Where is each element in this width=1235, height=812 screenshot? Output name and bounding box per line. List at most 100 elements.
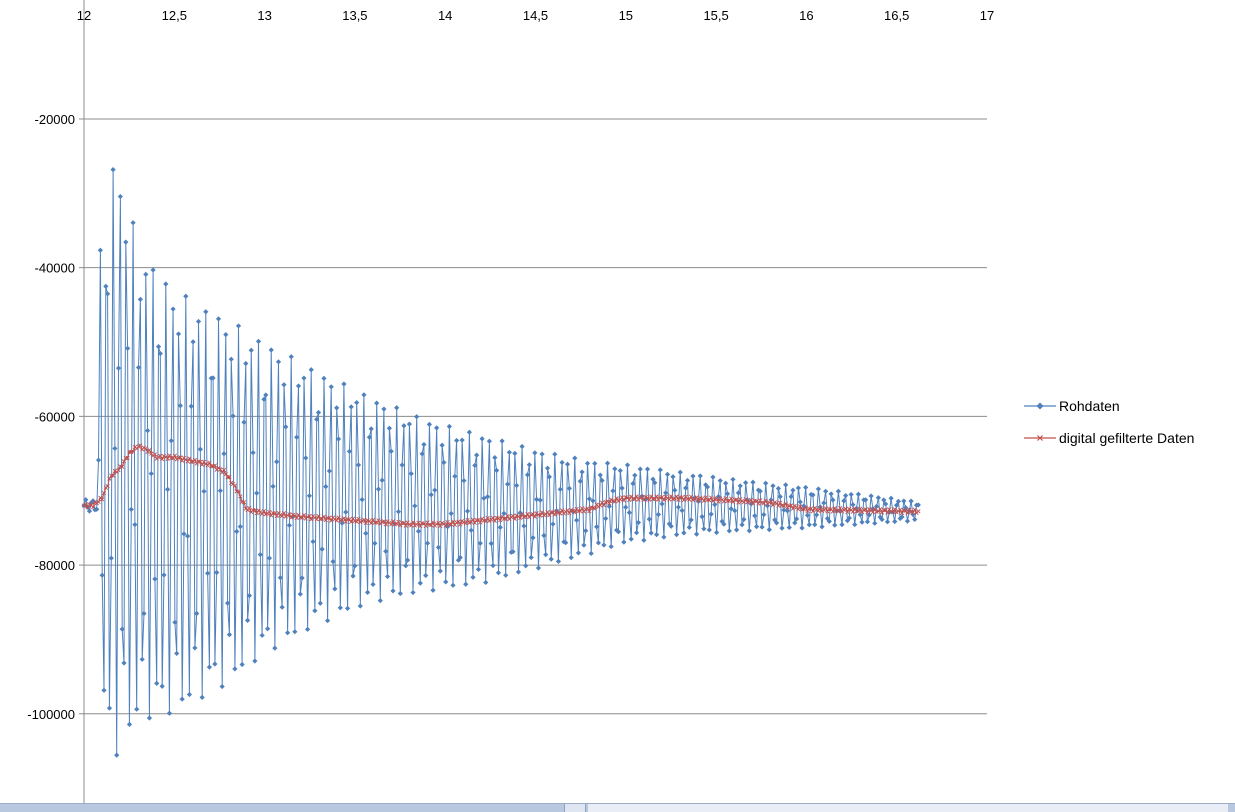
data-point-rohdaten [603,515,609,522]
data-point-gefiltert [823,506,828,511]
data-point-rohdaten [666,521,672,527]
data-point-rohdaten [652,480,658,486]
data-point-gefiltert [810,509,816,514]
legend: Rohdaten digital gefilterte Daten [1024,398,1194,446]
data-point-rohdaten [743,480,749,486]
data-point-rohdaten [264,626,271,632]
data-point-gefiltert [490,515,496,520]
data-point-rohdaten [908,498,914,504]
data-point-gefiltert [763,498,768,503]
data-point-gefiltert [585,506,590,511]
data-point-gefiltert [798,504,803,509]
data-point-rohdaten [835,488,841,494]
data-point-gefiltert [527,515,532,520]
data-point-rohdaten [143,271,149,277]
data-point-gefiltert [307,514,312,519]
data-point-rohdaten [414,414,420,420]
data-point-gefiltert [736,500,741,505]
x-axis: 12 12,5 13 13,5 14 14,5 15 15,5 16 16,5 17 [77,8,994,23]
data-point-gefiltert [376,518,381,523]
data-point-rohdaten [323,483,329,490]
data-point-gefiltert [910,510,916,515]
data-point-gefiltert [510,513,516,519]
data-point-rohdaten [343,509,349,515]
data-point-gefiltert [530,512,536,517]
data-point-gefiltert [721,499,726,504]
data-point-gefiltert [885,510,890,515]
data-point-gefiltert [254,511,259,516]
data-point-gefiltert [714,496,719,501]
data-point-rohdaten [286,522,293,528]
data-point-rohdaten [628,536,634,542]
data-point-rohdaten [299,575,305,581]
data-point-gefiltert [347,517,352,522]
data-point-rohdaten [815,486,821,492]
data-point-gefiltert [96,499,101,504]
data-point-gefiltert [121,459,127,464]
data-point-gefiltert [180,458,185,463]
data-point-rohdaten [283,424,289,430]
data-point-gefiltert [749,497,754,503]
data-point-rohdaten [790,487,796,493]
data-point-rohdaten [563,540,569,546]
data-point-gefiltert [883,507,888,513]
x-tick-label: 15 [619,8,633,23]
data-point-rohdaten [494,467,500,474]
data-point-gefiltert [598,503,603,508]
data-point-rohdaten [344,605,351,612]
data-point-gefiltert [505,513,510,519]
data-point-gefiltert [578,508,583,514]
data-point-rohdaten [617,468,623,474]
data-point-rohdaten [275,359,282,365]
data-point-gefiltert [438,523,443,529]
data-point-rohdaten [863,497,869,503]
data-point-rohdaten [135,364,142,371]
data-point-rohdaten [321,375,327,381]
data-point-gefiltert [463,521,468,526]
data-point-gefiltert [125,455,130,460]
data-point-rohdaten [537,497,543,503]
scrollbar-track[interactable] [588,804,1228,812]
plot-area [81,167,921,758]
data-point-rohdaten [221,451,227,457]
data-point-rohdaten [421,441,427,448]
data-point-rohdaten [697,473,703,479]
data-point-gefiltert [674,494,679,499]
data-point-gefiltert [436,520,441,526]
data-point-gefiltert [274,513,279,519]
data-point-gefiltert [327,515,332,520]
data-point-gefiltert [247,506,252,511]
data-point-rohdaten [581,542,587,548]
data-point-rohdaten [837,508,843,514]
data-point-gefiltert [105,484,110,489]
data-point-gefiltert [803,505,808,510]
data-point-gefiltert [207,460,212,465]
data-point-rohdaten [664,471,671,477]
data-point-rohdaten [125,345,131,351]
data-point-rohdaten [788,494,794,500]
data-point-rohdaten [699,513,705,520]
data-point-rohdaten [654,532,660,538]
horizontal-scrollbar[interactable] [0,803,1235,812]
data-point-rohdaten [499,438,505,444]
data-point-gefiltert [863,507,868,512]
scrollbar-thumb[interactable] [564,804,586,812]
data-point-gefiltert [416,520,421,525]
data-point-gefiltert [418,523,423,529]
data-point-gefiltert [483,518,488,524]
data-point-rohdaten [883,501,889,507]
data-point-rohdaten [597,472,603,478]
data-point-rohdaten [206,664,213,670]
y-tick-label: -60000 [35,409,75,424]
data-point-rohdaten [288,354,294,360]
data-point-gefiltert [838,506,843,511]
data-point-gefiltert [396,519,401,524]
data-point-gefiltert [221,467,227,473]
data-point-rohdaten [675,504,682,510]
data-point-rohdaten [615,529,622,535]
data-point-rohdaten [864,519,871,525]
data-point-rohdaten [557,486,563,492]
data-point-rohdaten [415,528,422,534]
data-point-rohdaten [141,610,147,617]
data-point-rohdaten [775,485,782,492]
